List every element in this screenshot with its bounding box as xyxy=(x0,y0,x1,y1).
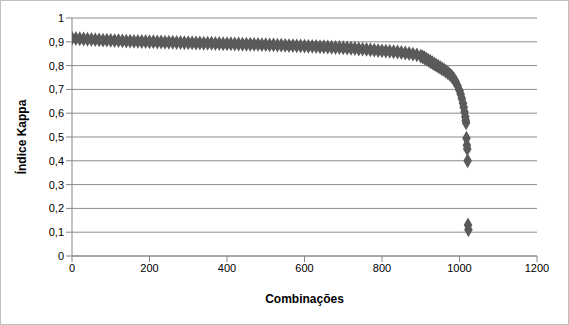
svg-text:200: 200 xyxy=(140,262,158,274)
svg-text:0,5: 0,5 xyxy=(49,131,64,143)
svg-text:0,9: 0,9 xyxy=(49,36,64,48)
svg-text:400: 400 xyxy=(218,262,236,274)
svg-text:600: 600 xyxy=(295,262,313,274)
svg-text:Combinações: Combinações xyxy=(265,292,344,306)
svg-text:0,8: 0,8 xyxy=(49,60,64,72)
svg-text:1: 1 xyxy=(58,12,64,24)
svg-text:0,6: 0,6 xyxy=(49,107,64,119)
svg-text:0,1: 0,1 xyxy=(49,226,64,238)
svg-text:0: 0 xyxy=(69,262,75,274)
svg-text:1000: 1000 xyxy=(447,262,471,274)
svg-text:0,4: 0,4 xyxy=(49,155,64,167)
svg-text:0,7: 0,7 xyxy=(49,83,64,95)
svg-text:0,3: 0,3 xyxy=(49,179,64,191)
svg-text:800: 800 xyxy=(373,262,391,274)
svg-text:1200: 1200 xyxy=(525,262,549,274)
svg-text:0,2: 0,2 xyxy=(49,202,64,214)
svg-text:Índice Kappa: Índice Kappa xyxy=(14,99,29,174)
svg-text:0: 0 xyxy=(58,250,64,262)
